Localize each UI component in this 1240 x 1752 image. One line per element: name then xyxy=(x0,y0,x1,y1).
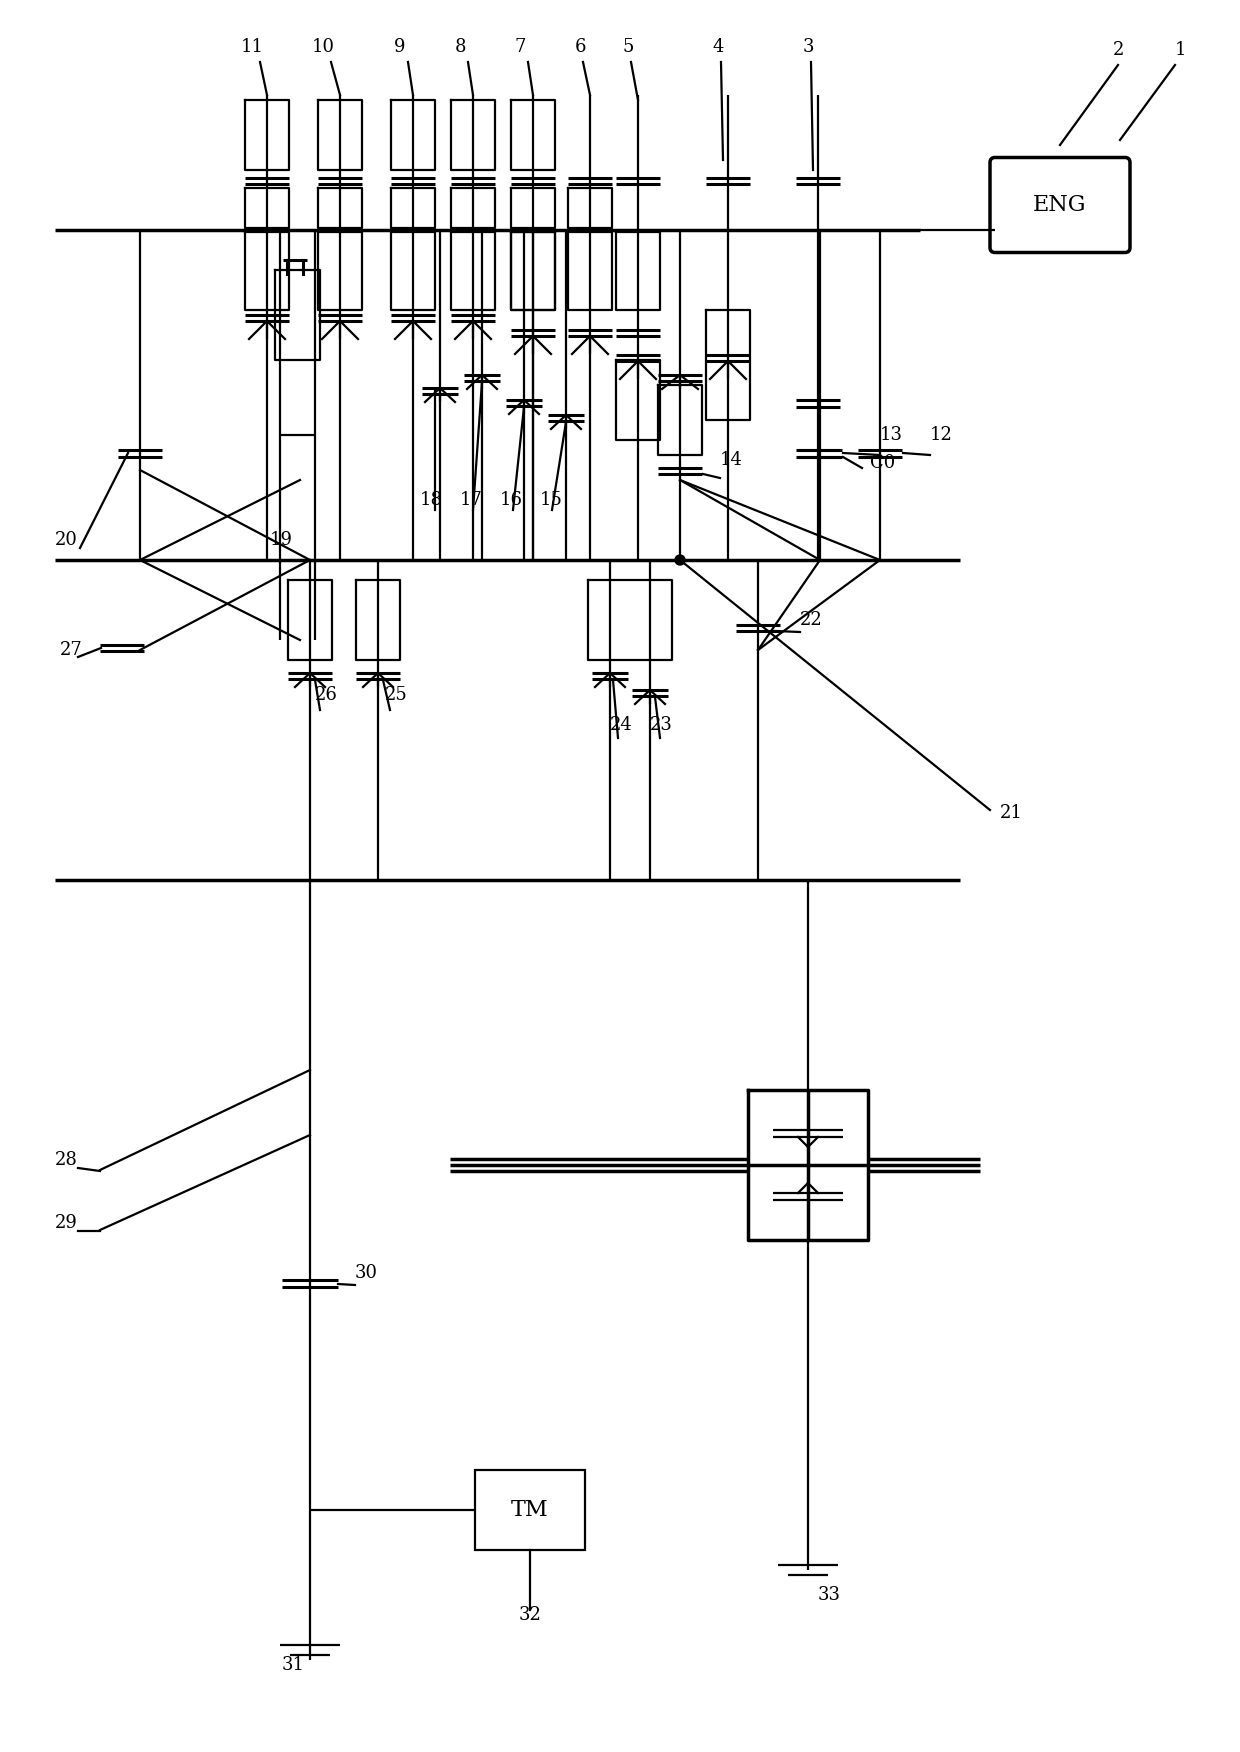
Text: 14: 14 xyxy=(720,450,743,470)
Text: 2: 2 xyxy=(1114,40,1125,60)
Text: 3: 3 xyxy=(802,39,813,56)
Text: 30: 30 xyxy=(355,1263,378,1282)
Text: 4: 4 xyxy=(712,39,724,56)
Text: 13: 13 xyxy=(880,426,903,443)
Text: 20: 20 xyxy=(55,531,78,548)
Text: ENG: ENG xyxy=(1033,194,1086,215)
Bar xyxy=(475,1470,585,1551)
Text: TM: TM xyxy=(511,1500,549,1521)
Text: 10: 10 xyxy=(311,39,335,56)
Text: 5: 5 xyxy=(622,39,634,56)
Text: 12: 12 xyxy=(930,426,952,443)
Text: 17: 17 xyxy=(460,491,482,510)
Text: 24: 24 xyxy=(610,717,632,734)
Text: 25: 25 xyxy=(384,687,408,704)
Text: 9: 9 xyxy=(394,39,405,56)
Text: 8: 8 xyxy=(454,39,466,56)
Text: 29: 29 xyxy=(55,1214,78,1232)
Text: 18: 18 xyxy=(420,491,443,510)
Text: 21: 21 xyxy=(999,804,1023,822)
Text: 26: 26 xyxy=(315,687,337,704)
Text: 31: 31 xyxy=(281,1656,305,1673)
Text: 15: 15 xyxy=(539,491,563,510)
Text: 19: 19 xyxy=(270,531,293,548)
Text: 6: 6 xyxy=(574,39,585,56)
Text: 33: 33 xyxy=(818,1586,841,1605)
Text: 32: 32 xyxy=(518,1607,542,1624)
Text: 28: 28 xyxy=(55,1151,78,1169)
Circle shape xyxy=(675,555,684,564)
Text: C0: C0 xyxy=(870,454,895,471)
Text: 11: 11 xyxy=(241,39,263,56)
Text: 7: 7 xyxy=(515,39,526,56)
Text: 22: 22 xyxy=(800,611,823,629)
Text: 16: 16 xyxy=(500,491,523,510)
Text: 1: 1 xyxy=(1176,40,1187,60)
Text: 27: 27 xyxy=(60,641,83,659)
Text: 23: 23 xyxy=(650,717,673,734)
